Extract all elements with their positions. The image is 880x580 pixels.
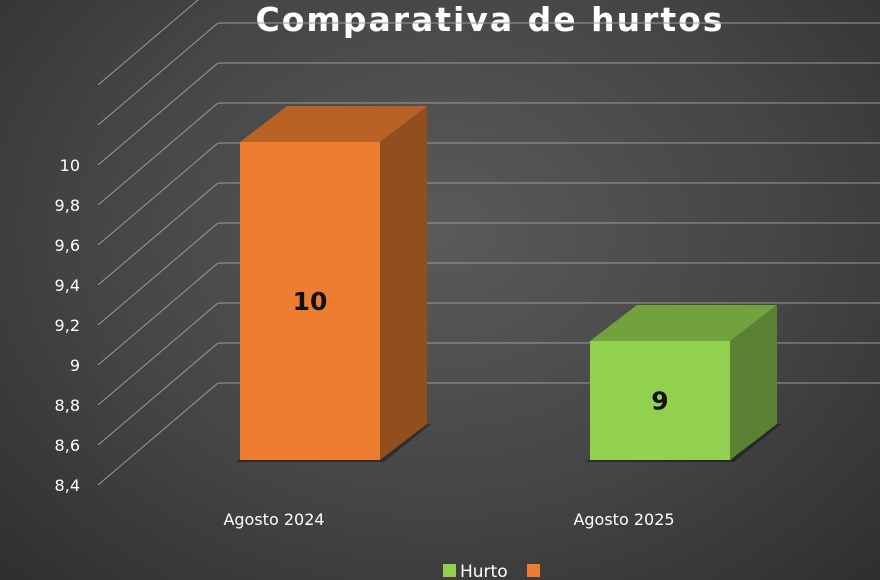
y-tick-label: 9,2: [55, 316, 80, 335]
bar-side: [380, 106, 427, 460]
y-tick-label: 10: [60, 156, 80, 175]
data-label: 10: [293, 287, 328, 316]
gridline-side: [97, 182, 219, 286]
bars: 10 9: [236, 106, 781, 462]
x-category-label: Agosto 2025: [573, 510, 674, 529]
x-category-label: Agosto 2024: [223, 510, 324, 529]
bar-top: [240, 106, 427, 142]
gridline-side: [97, 382, 219, 486]
gridline-side: [97, 302, 219, 406]
gridline-side: [97, 22, 219, 126]
x-axis-labels: Agosto 2024 Agosto 2025: [223, 510, 674, 529]
y-tick-label: 8,6: [55, 436, 80, 455]
gridline-side: [97, 0, 199, 86]
y-axis-ticks: 8,4 8,6 8,8 9 9,2 9,4 9,6 9,8 10: [55, 156, 80, 495]
bar-2: 9: [586, 305, 781, 462]
chart-title: Comparativa de hurtos: [256, 0, 725, 39]
gridline-side: [97, 142, 219, 246]
y-tick-label: 8,4: [55, 476, 80, 495]
legend-label: Hurto: [460, 562, 508, 580]
bar-1: 10: [236, 106, 431, 462]
legend-swatch: [527, 564, 540, 577]
gridline-side: [97, 262, 219, 366]
legend: Hurto: [443, 562, 540, 580]
gridline-side: [97, 102, 219, 206]
bar-top: [590, 305, 777, 341]
legend-swatch: [443, 564, 456, 577]
y-tick-label: 9: [70, 356, 80, 375]
data-label: 9: [651, 387, 668, 416]
bar-front: [590, 341, 730, 460]
gridline-side: [97, 222, 219, 326]
y-tick-label: 9,8: [55, 196, 80, 215]
y-tick-label: 8,8: [55, 396, 80, 415]
y-tick-label: 9,4: [55, 276, 80, 295]
bar-side: [730, 305, 777, 460]
y-tick-label: 9,6: [55, 236, 80, 255]
gridline-side: [97, 62, 219, 166]
gridline-side: [97, 342, 219, 446]
bar-front: [240, 142, 380, 460]
